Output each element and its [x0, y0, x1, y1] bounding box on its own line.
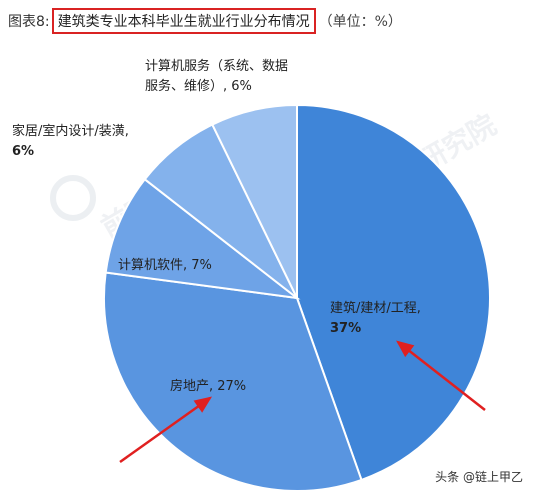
slice-label-4-line-0: 计算机服务（系统、数据 — [145, 58, 288, 74]
source-tag: 头条 @链上甲乙 — [429, 466, 529, 487]
arrow-to-construction — [396, 340, 486, 411]
pie-slice-1 — [103, 271, 363, 492]
slice-label-0-line-1: 37% — [330, 321, 361, 336]
slice-label-2-line-0: 计算机软件, 7% — [118, 258, 212, 273]
slice-label-3-line-1: 6% — [12, 144, 34, 159]
slice-label-1-line-0: 房地产, 27% — [170, 378, 246, 394]
pie-slice-2 — [104, 177, 301, 300]
arrow-to-real-estate — [119, 396, 213, 464]
slice-label-3-line-0: 家居/室内设计/装潢, — [12, 123, 129, 139]
chart-title-row: 图表8: 建筑类专业本科毕业生就业行业分布情况 （单位：%） — [8, 8, 402, 34]
title-prefix: 图表8: — [8, 14, 50, 30]
title-unit: （单位：%） — [318, 14, 402, 30]
pie-labels: 建筑/建材/工程, 37% 房地产, 27% 计算机软件, 7% 家居/室内设计/装潢,… — [12, 58, 421, 394]
annotation-arrows — [119, 340, 486, 464]
slice-label-0-line-0: 建筑/建材/工程, — [330, 300, 421, 316]
pie-slices — [103, 103, 491, 492]
chart-title: 建筑类专业本科毕业生就业行业分布情况 — [51, 8, 316, 34]
pie-slice-4 — [210, 103, 298, 299]
slice-label-4-line-1: 服务、维修）, 6% — [145, 78, 252, 94]
pie-slice-0 — [296, 103, 491, 482]
